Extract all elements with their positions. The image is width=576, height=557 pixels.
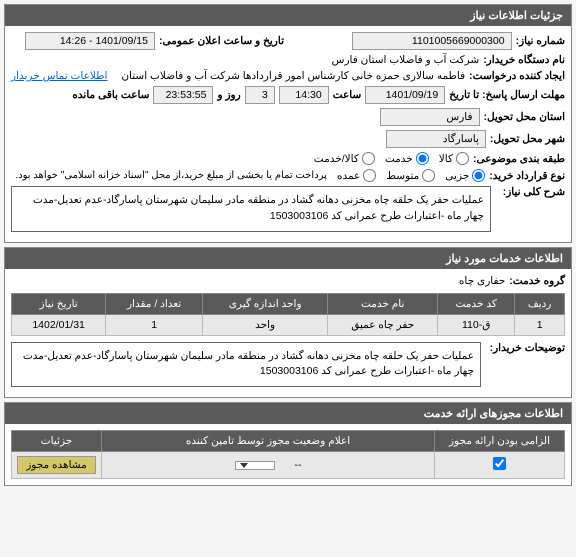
col-date: تاریخ نیاز [12, 293, 106, 314]
table-row: -- مشاهده مجوز [12, 452, 565, 479]
status-text: -- [295, 459, 302, 471]
deadline-time-value: 14:30 [279, 86, 329, 104]
category-label: طبقه بندی موضوعی: [473, 153, 565, 165]
col-status: اعلام وضعیت مجوز توسط تامین کننده [102, 431, 435, 452]
remaining-label: ساعت باقی مانده [72, 89, 149, 101]
need-details-panel: جزئیات اطلاعات نیاز شماره نیاز: 11010056… [4, 4, 572, 243]
contract-medium-radio[interactable]: متوسط [386, 169, 435, 182]
need-number-value: 1101005669000300 [352, 32, 512, 50]
table-row: 1 ق-110 حفر چاه عمیق واحد 1 1402/01/31 [12, 314, 565, 335]
service-group-label: گروه خدمت: [509, 275, 565, 287]
buyer-org-value: شرکت آب و فاضلاب استان فارس [332, 54, 480, 66]
buyer-org-label: نام دستگاه خریدار: [483, 54, 565, 66]
chevron-down-icon [240, 463, 248, 468]
days-label: روز و [217, 89, 240, 101]
contract-major-radio[interactable]: عمده [337, 169, 376, 182]
city-value: پاسارگاد [386, 130, 486, 148]
category-service-radio[interactable]: خدمت [385, 152, 429, 165]
announce-date-value: 1401/09/15 - 14:26 [25, 32, 155, 50]
need-number-label: شماره نیاز: [516, 35, 565, 47]
contract-type-radio-group: جزیی متوسط عمده [337, 169, 485, 182]
category-both-radio[interactable]: کالا/خدمت [314, 152, 375, 165]
province-label: استان محل تحویل: [484, 111, 565, 123]
col-mandatory: الزامی بودن ارائه مجوز [435, 431, 565, 452]
remaining-time-value: 23:53:55 [153, 86, 213, 104]
creator-label: ایجاد کننده درخواست: [469, 70, 565, 82]
col-qty: تعداد / مقدار [106, 293, 203, 314]
deadline-label: مهلت ارسال پاسخ: تا تاریخ [449, 89, 565, 101]
creator-value: فاطمه سالاری حمزه خانی کارشناس امور قرار… [111, 70, 465, 82]
col-unit: واحد اندازه گیری [203, 293, 328, 314]
contract-type-label: نوع قرارداد خرید: [489, 170, 565, 182]
cell-name: حفر چاه عمیق [328, 314, 438, 335]
status-dropdown[interactable] [235, 461, 275, 470]
province-value: فارس [380, 108, 480, 126]
service-group-value: حفاری چاه [459, 275, 505, 287]
col-row: ردیف [515, 293, 565, 314]
cell-unit: واحد [203, 314, 328, 335]
buyer-contact-link[interactable]: اطلاعات تماس خریدار [11, 70, 107, 82]
days-value: 3 [245, 86, 275, 104]
cell-code: ق-110 [438, 314, 515, 335]
deadline-date-value: 1401/09/19 [365, 86, 445, 104]
mandatory-cell [435, 452, 565, 479]
permits-table: الزامی بودن ارائه مجوز اعلام وضعیت مجوز … [11, 430, 565, 479]
summary-label: شرح کلی نیاز: [495, 186, 565, 198]
services-header: اطلاعات خدمات مورد نیاز [5, 248, 571, 269]
status-cell: -- [102, 452, 435, 479]
category-radio-group: کالا خدمت کالا/خدمت [314, 152, 469, 165]
announce-date-label: تاریخ و ساعت اعلان عمومی: [159, 35, 284, 47]
contract-minor-radio[interactable]: جزیی [445, 169, 485, 182]
cell-qty: 1 [106, 314, 203, 335]
view-permit-button[interactable]: مشاهده مجوز [17, 456, 96, 474]
buyer-notes-label: توضیحات خریدار: [485, 342, 565, 354]
cell-row: 1 [515, 314, 565, 335]
city-label: شهر محل تحویل: [490, 133, 565, 145]
category-goods-radio[interactable]: کالا [439, 152, 469, 165]
mandatory-checkbox[interactable] [493, 457, 506, 470]
services-table: ردیف کد خدمت نام خدمت واحد اندازه گیری ت… [11, 293, 565, 336]
buyer-notes-box: عملیات حفر یک حلقه چاه مخزنی دهانه گشاد … [11, 342, 481, 388]
summary-box: عملیات حفر یک حلقه چاه مخزنی دهانه گشاد … [11, 186, 491, 232]
cell-date: 1402/01/31 [12, 314, 106, 335]
payment-note: پرداخت تمام یا بخشی از مبلغ خرید،از محل … [15, 170, 327, 181]
permits-panel: اطلاعات مجوزهای ارائه خدمت الزامی بودن ا… [4, 402, 572, 486]
col-name: نام خدمت [328, 293, 438, 314]
deadline-time-label: ساعت [333, 89, 362, 101]
col-code: کد خدمت [438, 293, 515, 314]
services-panel: اطلاعات خدمات مورد نیاز گروه خدمت: حفاری… [4, 247, 572, 399]
details-cell: مشاهده مجوز [12, 452, 102, 479]
need-details-header: جزئیات اطلاعات نیاز [5, 5, 571, 26]
col-details: جزئیات [12, 431, 102, 452]
permits-header: اطلاعات مجوزهای ارائه خدمت [5, 403, 571, 424]
